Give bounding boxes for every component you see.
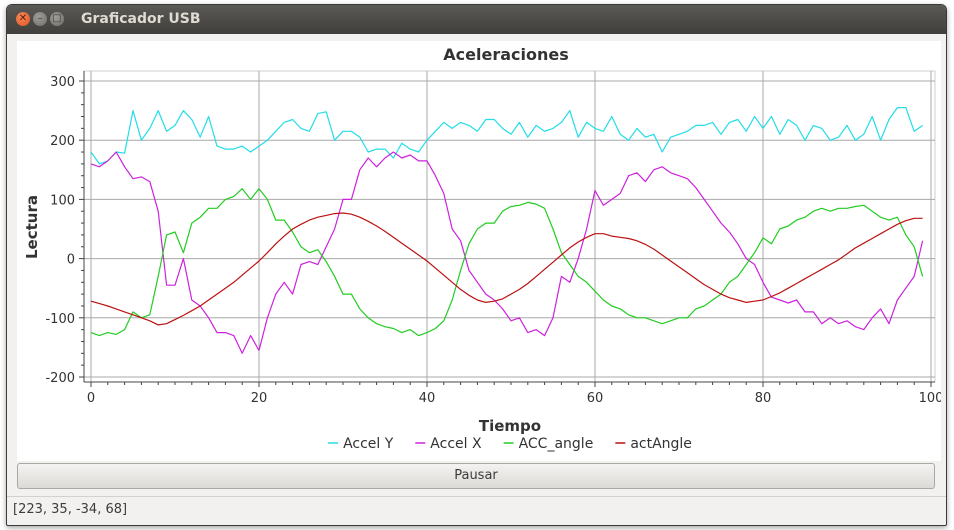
legend-label: Accel Y	[343, 436, 394, 452]
close-window-button[interactable]: ✕	[16, 12, 30, 26]
legend-item: Accel Y	[328, 436, 394, 452]
x-tick-label: 80	[755, 391, 772, 406]
series-line-acc-angle	[90, 188, 924, 337]
status-readout: [223, 35, -34, 68]	[13, 502, 128, 517]
plot-area-frame	[83, 70, 936, 383]
title-bar: ✕ – □ Graficador USB	[7, 5, 946, 34]
pause-button[interactable]: Pausar	[17, 463, 935, 489]
series-line-accel-y	[90, 107, 923, 165]
legend-label: Accel X	[430, 436, 482, 452]
grid	[84, 71, 935, 382]
y-tick-label: 200	[50, 134, 75, 149]
axes: -200 -100 0 100 200 300 0 20 40 60 80 100	[45, 71, 941, 406]
y-axis-label: Lectura	[23, 195, 41, 259]
chart-title: Aceleraciones	[443, 45, 568, 64]
y-tick-label: 300	[50, 75, 75, 90]
series-line-accel-x	[90, 151, 924, 354]
series-group	[90, 107, 924, 354]
x-tick-label: 60	[587, 391, 604, 406]
status-bar: [223, 35, -34, 68]	[7, 496, 946, 525]
y-tick-label: -100	[45, 312, 75, 327]
legend-label: actAngle	[630, 436, 692, 452]
legend: Accel Y Accel X ACC_angle actAngle	[328, 436, 692, 452]
y-tick-label: -200	[45, 371, 75, 386]
maximize-window-button[interactable]: □	[50, 12, 64, 26]
x-axis-label: Tiempo	[479, 417, 541, 435]
minimize-window-button[interactable]: –	[33, 12, 47, 26]
legend-item: actAngle	[615, 436, 692, 452]
x-tick-label: 40	[419, 391, 436, 406]
app-window: ✕ – □ Graficador USB Aceleraciones -200-…	[6, 4, 947, 526]
legend-item: ACC_angle	[503, 436, 594, 452]
x-tick-label: 20	[251, 391, 268, 406]
line-chart: Aceleraciones -200 -100 0 100 200 300 0 20 40 60 8…	[17, 41, 941, 461]
window-title: Graficador USB	[81, 11, 201, 27]
x-tick-label: 0	[87, 391, 95, 406]
legend-label: ACC_angle	[519, 436, 594, 452]
x-tick-label: 100	[919, 391, 941, 406]
series-line-actangle	[90, 212, 923, 326]
legend-item: Accel X	[415, 436, 482, 452]
y-tick-label: 0	[67, 253, 75, 268]
y-tick-label: 100	[50, 193, 75, 208]
